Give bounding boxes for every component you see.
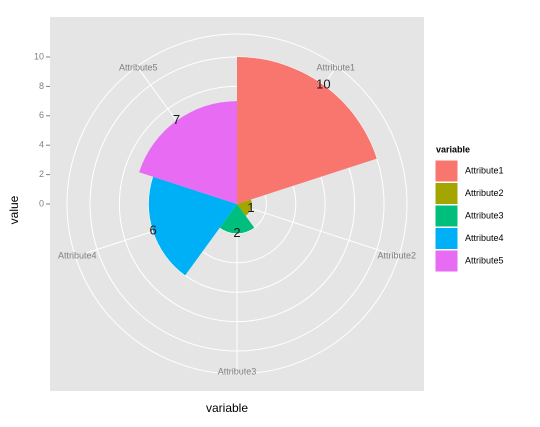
category-label: Attribute1 bbox=[316, 62, 355, 72]
legend-swatch bbox=[434, 204, 459, 228]
legend-label: Attribute5 bbox=[465, 255, 504, 265]
legend-label: Attribute3 bbox=[465, 210, 504, 220]
legend-title: variable bbox=[436, 144, 470, 154]
legend-swatch bbox=[434, 249, 459, 273]
legend-swatch bbox=[434, 227, 459, 250]
category-label: Attribute4 bbox=[58, 250, 97, 260]
category-label: Attribute2 bbox=[378, 250, 417, 260]
data-label: 6 bbox=[149, 223, 156, 238]
y-axis-title: value bbox=[7, 195, 21, 224]
data-label: 2 bbox=[233, 225, 240, 240]
spoke bbox=[236, 203, 399, 258]
y-tick-label: 6 bbox=[39, 110, 44, 120]
category-label: Attribute5 bbox=[119, 62, 158, 72]
y-tick-label: 0 bbox=[39, 198, 44, 208]
wedge bbox=[237, 57, 377, 204]
y-tick-label: 4 bbox=[39, 140, 44, 150]
x-axis-title: variable bbox=[206, 401, 248, 415]
legend-label: Attribute1 bbox=[465, 165, 504, 175]
wedge bbox=[139, 101, 237, 204]
category-label: Attribute3 bbox=[218, 366, 257, 376]
wedge bbox=[219, 204, 255, 234]
data-label: 10 bbox=[316, 77, 330, 92]
y-tick-label: 2 bbox=[39, 169, 44, 179]
y-tick-label: 8 bbox=[39, 81, 44, 91]
y-tick-label: 10 bbox=[34, 51, 44, 61]
legend-label: Attribute2 bbox=[465, 188, 504, 198]
wedge bbox=[237, 199, 252, 216]
data-label: 1 bbox=[247, 200, 254, 215]
wedge bbox=[148, 176, 237, 276]
legend-label: Attribute4 bbox=[465, 233, 504, 243]
legend-swatch bbox=[434, 182, 459, 205]
data-label: 7 bbox=[173, 112, 180, 127]
legend-swatch bbox=[434, 159, 459, 183]
